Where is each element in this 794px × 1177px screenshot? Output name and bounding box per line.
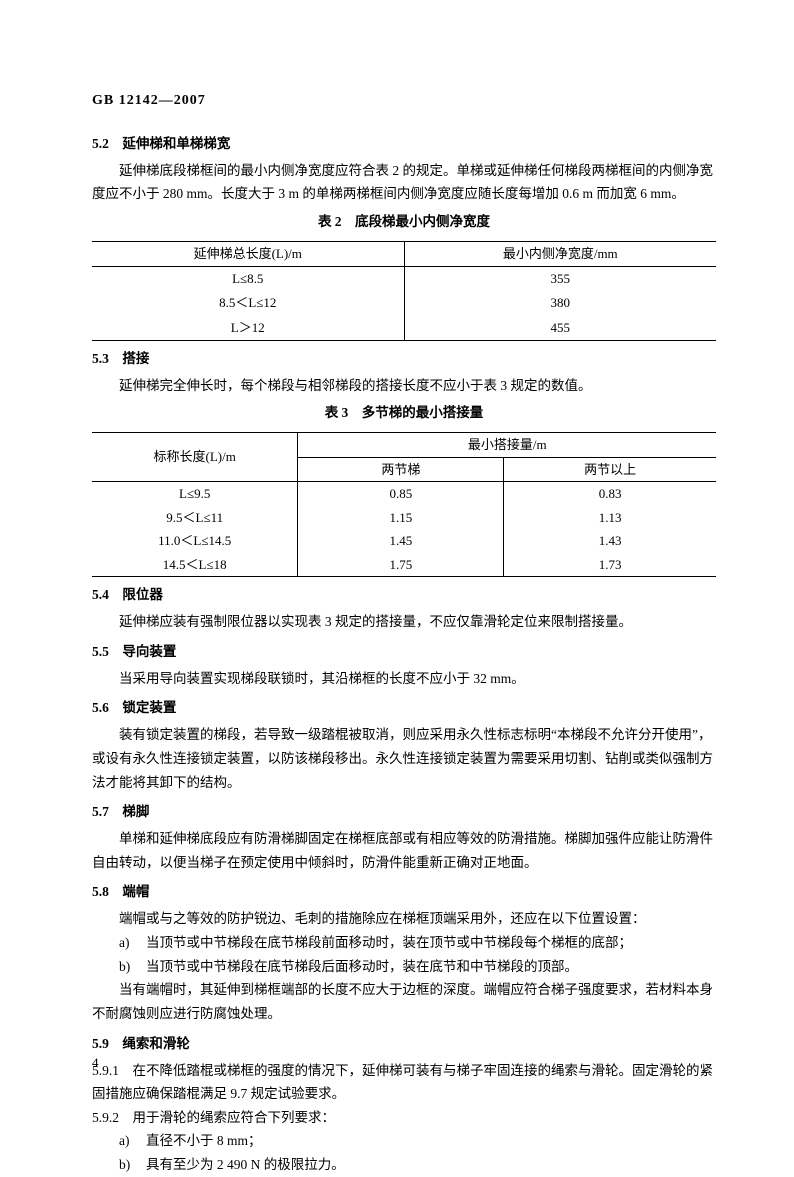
- table-3-r1-a: L≤9.5: [92, 482, 298, 506]
- table-3-r3-b: 1.45: [298, 529, 504, 553]
- section-5-3-title: 5.3 搭接: [92, 347, 716, 372]
- section-5-5-title: 5.5 导向装置: [92, 640, 716, 665]
- section-5-8-a-text: 当顶节或中节梯段在底节梯段前面移动时，装在顶节或中节梯段每个梯框的底部；: [146, 935, 632, 950]
- section-5-3-p1: 延伸梯完全伸长时，每个梯段与相邻梯段的搭接长度不应小于表 3 规定的数值。: [92, 374, 716, 398]
- table-3-header-col2: 最小搭接量/m: [298, 433, 716, 458]
- table-3-r3-a: 11.0＜L≤14.5: [92, 529, 298, 553]
- section-5-7-p1: 单梯和延伸梯底段应有防滑梯脚固定在梯框底部或有相应等效的防滑措施。梯脚加强件应能…: [92, 827, 716, 874]
- table-3-sub1: 两节梯: [298, 457, 504, 482]
- section-5-6-title: 5.6 锁定装置: [92, 696, 716, 721]
- section-5-9-title: 5.9 绳索和滑轮: [92, 1032, 716, 1057]
- section-5-8-p2: 当有端帽时，其延伸到梯框端部的长度不应大于边框的深度。端帽应符合梯子强度要求，若…: [92, 978, 716, 1025]
- section-5-8-b-text: 当顶节或中节梯段在底节梯段后面移动时，装在底节和中节梯段的顶部。: [146, 959, 578, 974]
- section-5-2-title: 5.2 延伸梯和单梯梯宽: [92, 132, 716, 157]
- section-5-4-title: 5.4 限位器: [92, 583, 716, 608]
- document-header: GB 12142—2007: [92, 88, 716, 114]
- table-3-sub2: 两节以上: [504, 457, 716, 482]
- table-2-r2-b: 380: [404, 291, 716, 315]
- section-5-9-2-b: b)具有至少为 2 490 N 的极限拉力。: [92, 1153, 716, 1177]
- table-3-r1-c: 0.83: [504, 482, 716, 506]
- table-3-r4-b: 1.75: [298, 553, 504, 577]
- table-2-r3-b: 455: [404, 316, 716, 341]
- section-5-9-2: 5.9.2 用于滑轮的绳索应符合下列要求：: [92, 1106, 716, 1130]
- section-5-9-2-b-text: 具有至少为 2 490 N 的极限拉力。: [146, 1157, 345, 1172]
- table-3: 标称长度(L)/m 最小搭接量/m 两节梯 两节以上 L≤9.5 0.85 0.…: [92, 432, 716, 577]
- section-5-2-p1: 延伸梯底段梯框间的最小内侧净宽度应符合表 2 的规定。单梯或延伸梯任何梯段两梯框…: [92, 159, 716, 206]
- section-5-9-1: 5.9.1 在不降低踏棍或梯框的强度的情况下，延伸梯可装有与梯子牢固连接的绳索与…: [92, 1059, 716, 1106]
- table-2-r1-a: L≤8.5: [92, 267, 404, 292]
- section-5-8-title: 5.8 端帽: [92, 880, 716, 905]
- table-3-r1-b: 0.85: [298, 482, 504, 506]
- table-2-caption: 表 2 底段梯最小内侧净宽度: [92, 210, 716, 235]
- table-3-r4-a: 14.5＜L≤18: [92, 553, 298, 577]
- section-5-8-b: b)当顶节或中节梯段在底节梯段后面移动时，装在底节和中节梯段的顶部。: [92, 955, 716, 979]
- page-number: 4: [92, 1051, 99, 1075]
- section-5-9-2-a-text: 直径不小于 8 mm；: [146, 1133, 262, 1148]
- table-3-r4-c: 1.73: [504, 553, 716, 577]
- section-5-4-p1: 延伸梯应装有强制限位器以实现表 3 规定的搭接量，不应仅靠滑轮定位来限制搭接量。: [92, 610, 716, 634]
- section-5-9-2-a: a)直径不小于 8 mm；: [92, 1129, 716, 1153]
- table-3-caption: 表 3 多节梯的最小搭接量: [92, 401, 716, 426]
- section-5-8-p1: 端帽或与之等效的防护锐边、毛刺的措施除应在梯框顶端采用外，还应在以下位置设置：: [92, 907, 716, 931]
- table-2-r1-b: 355: [404, 267, 716, 292]
- section-5-7-title: 5.7 梯脚: [92, 800, 716, 825]
- section-5-6-p1: 装有锁定装置的梯段，若导致一级踏棍被取消，则应采用永久性标志标明“本梯段不允许分…: [92, 723, 716, 794]
- table-2-r3-a: L＞12: [92, 316, 404, 341]
- table-2: 延伸梯总长度(L)/m 最小内侧净宽度/mm L≤8.5 355 8.5＜L≤1…: [92, 241, 716, 341]
- table-2-header-col2: 最小内侧净宽度/mm: [404, 242, 716, 267]
- section-5-8-a: a)当顶节或中节梯段在底节梯段前面移动时，装在顶节或中节梯段每个梯框的底部；: [92, 931, 716, 955]
- table-2-r2-a: 8.5＜L≤12: [92, 291, 404, 315]
- table-3-r2-a: 9.5＜L≤11: [92, 506, 298, 530]
- table-3-r2-c: 1.13: [504, 506, 716, 530]
- table-3-r3-c: 1.43: [504, 529, 716, 553]
- table-3-header-col1: 标称长度(L)/m: [92, 433, 298, 482]
- table-3-r2-b: 1.15: [298, 506, 504, 530]
- section-5-5-p1: 当采用导向装置实现梯段联锁时，其沿梯框的长度不应小于 32 mm。: [92, 667, 716, 691]
- table-2-header-col1: 延伸梯总长度(L)/m: [92, 242, 404, 267]
